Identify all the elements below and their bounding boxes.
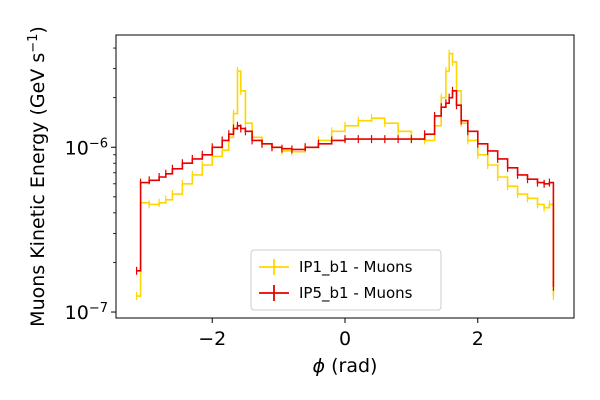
legend: IP1_b1 - Muons IP5_b1 - Muons	[250, 249, 442, 311]
y-axis: 10−7 10−6	[65, 47, 116, 325]
x-tick-label: 0	[339, 328, 351, 350]
plot-area	[135, 49, 555, 301]
legend-label: IP1_b1 - Muons	[299, 258, 413, 277]
x-axis-label: ϕ (rad)	[313, 355, 378, 377]
y-axis-label: Muons Kinetic Energy (GeV s−1)	[26, 26, 50, 327]
legend-box	[250, 249, 442, 311]
legend-label: IP5_b1 - Muons	[299, 284, 413, 303]
x-axis-unit: (rad)	[325, 355, 377, 377]
y-tick-label: 10−6	[65, 136, 108, 160]
y-axis-label-close: )	[27, 26, 49, 33]
y-tick-label: 10−7	[65, 301, 108, 325]
x-axis-symbol: ϕ	[313, 355, 326, 377]
y-axis-label-exponent: −1	[26, 34, 41, 53]
x-tick-label: −2	[198, 328, 226, 350]
x-axis: −2 0 2	[198, 318, 484, 350]
x-tick-label: 2	[472, 328, 484, 350]
y-axis-label-main: Muons Kinetic Energy (GeV s	[27, 53, 49, 327]
